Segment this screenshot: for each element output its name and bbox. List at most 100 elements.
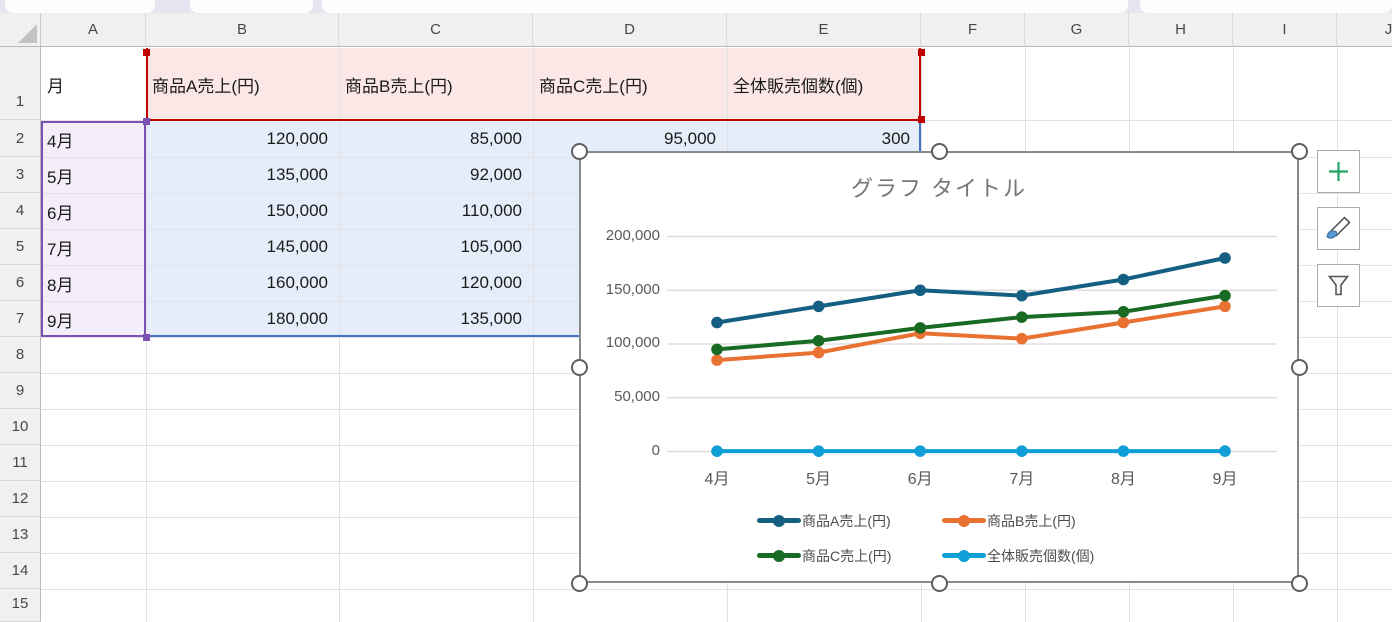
cell-c2[interactable]: 85,000: [470, 129, 522, 148]
column-header-d[interactable]: D: [533, 13, 727, 47]
x-axis-tick[interactable]: 4月: [704, 471, 730, 488]
cell-d1[interactable]: 商品C売上(円): [539, 76, 648, 96]
chart-resize-handle-sw[interactable]: [570, 574, 588, 592]
cell-c6[interactable]: 120,000: [460, 273, 522, 292]
select-all-corner[interactable]: [0, 13, 41, 47]
y-axis-tick[interactable]: 150,000: [605, 280, 660, 298]
cell-a3[interactable]: 5月: [47, 167, 74, 187]
cell-b5[interactable]: 145,000: [266, 237, 328, 256]
data-point[interactable]: [1016, 311, 1028, 323]
column-header-b[interactable]: B: [146, 13, 339, 47]
row-header-1[interactable]: 1: [0, 47, 41, 120]
chart-filters-button[interactable]: [1317, 264, 1360, 307]
row-header-4[interactable]: 4: [0, 193, 41, 229]
data-point[interactable]: [914, 322, 926, 334]
y-axis-tick[interactable]: 200,000: [605, 226, 660, 244]
column-header-j[interactable]: J: [1337, 13, 1392, 47]
plot-area[interactable]: [579, 151, 1299, 583]
row-header-5[interactable]: 5: [0, 229, 41, 265]
column-header-i[interactable]: I: [1233, 13, 1337, 47]
data-point[interactable]: [812, 346, 825, 359]
row-header-10[interactable]: 10: [0, 409, 41, 445]
cell-c5[interactable]: 105,000: [460, 237, 522, 256]
row-header-7[interactable]: 7: [0, 301, 41, 337]
cell-c4[interactable]: 110,000: [461, 201, 522, 220]
x-axis-tick[interactable]: 8月: [1110, 471, 1136, 488]
column-header-c[interactable]: C: [339, 13, 533, 47]
data-point[interactable]: [711, 354, 723, 366]
chart-resize-handle-n[interactable]: [930, 142, 948, 160]
x-axis-tick[interactable]: 6月: [907, 471, 933, 488]
column-header-a[interactable]: A: [41, 13, 146, 47]
data-point[interactable]: [1219, 300, 1231, 313]
data-point[interactable]: [914, 284, 926, 297]
cell-b1[interactable]: 商品A売上(円): [152, 76, 260, 96]
data-point[interactable]: [711, 343, 723, 356]
cell-a5[interactable]: 7月: [47, 239, 74, 259]
row-header-12[interactable]: 12: [0, 481, 41, 517]
data-point[interactable]: [711, 316, 723, 329]
cell-e1[interactable]: 全体販売個数(個): [733, 76, 864, 96]
cell-b2[interactable]: 120,000: [266, 129, 328, 148]
data-point[interactable]: [1117, 273, 1130, 286]
row-header-13[interactable]: 13: [0, 517, 41, 553]
chart-resize-handle-w[interactable]: [570, 358, 588, 376]
cell-d2[interactable]: 95,000: [664, 129, 716, 148]
data-point[interactable]: [812, 445, 825, 457]
row-header-8[interactable]: 8: [0, 337, 41, 373]
data-point[interactable]: [1117, 445, 1130, 457]
data-point[interactable]: [1016, 289, 1028, 302]
row-header-15[interactable]: 15: [0, 589, 41, 622]
y-axis-tick[interactable]: 50,000: [614, 387, 660, 405]
chart-resize-handle-s[interactable]: [930, 574, 948, 592]
legend-item-product-c[interactable]: 商品C売上(円): [757, 544, 891, 567]
data-point[interactable]: [1016, 332, 1028, 345]
cell-e2[interactable]: 300: [881, 129, 910, 148]
row-header-3[interactable]: 3: [0, 157, 41, 193]
data-point[interactable]: [1016, 445, 1028, 457]
chart-object[interactable]: グラフ タイトル 200,000 150,000 100,000 50,000 …: [570, 142, 1308, 592]
y-axis-tick[interactable]: 0: [651, 441, 660, 459]
cell-c7[interactable]: 135,000: [460, 309, 522, 328]
legend-item-total-qty[interactable]: 全体販売個数(個): [942, 544, 1094, 567]
cell-a4[interactable]: 6月: [47, 203, 74, 223]
chart-resize-handle-nw[interactable]: [570, 142, 588, 160]
legend-item-product-a[interactable]: 商品A売上(円): [757, 509, 891, 532]
cell-c3[interactable]: 92,000: [470, 165, 522, 184]
row-header-14[interactable]: 14: [0, 553, 41, 589]
series-line-0[interactable]: [716, 256, 1226, 325]
x-axis-tick[interactable]: 7月: [1009, 471, 1035, 488]
chart-elements-button[interactable]: [1317, 150, 1360, 193]
cell-a1[interactable]: 月: [47, 76, 64, 96]
data-point[interactable]: [711, 445, 723, 457]
column-header-f[interactable]: F: [921, 13, 1025, 47]
cell-b4[interactable]: 150,000: [266, 201, 328, 220]
y-axis-tick[interactable]: 100,000: [605, 334, 660, 351]
column-header-g[interactable]: G: [1025, 13, 1129, 47]
chart-resize-handle-ne[interactable]: [1290, 142, 1308, 160]
row-header-9[interactable]: 9: [0, 373, 41, 409]
series-line-2[interactable]: [716, 293, 1226, 352]
data-point[interactable]: [914, 445, 926, 457]
data-point[interactable]: [1219, 445, 1231, 457]
x-axis-tick[interactable]: 9月: [1212, 471, 1238, 488]
column-header-e[interactable]: E: [727, 13, 921, 47]
data-point[interactable]: [1219, 252, 1231, 264]
chart-title[interactable]: グラフ タイトル: [850, 176, 1028, 201]
data-point[interactable]: [1117, 316, 1130, 329]
cell-b3[interactable]: 135,000: [266, 165, 328, 184]
data-point[interactable]: [812, 300, 825, 313]
cell-b6[interactable]: 160,000: [266, 273, 328, 292]
legend-item-product-b[interactable]: 商品B売上(円): [942, 509, 1076, 532]
column-header-h[interactable]: H: [1129, 13, 1233, 47]
cell-a7[interactable]: 9月: [47, 311, 74, 331]
row-header-6[interactable]: 6: [0, 265, 41, 301]
chart-resize-handle-e[interactable]: [1290, 358, 1308, 376]
data-point[interactable]: [1117, 305, 1130, 318]
cell-a6[interactable]: 8月: [47, 275, 74, 295]
x-axis-tick[interactable]: 5月: [806, 471, 832, 488]
data-point[interactable]: [1219, 289, 1231, 302]
chart-styles-button[interactable]: [1317, 207, 1360, 250]
cell-a2[interactable]: 4月: [47, 131, 74, 151]
cell-b7[interactable]: 180,000: [266, 309, 328, 328]
